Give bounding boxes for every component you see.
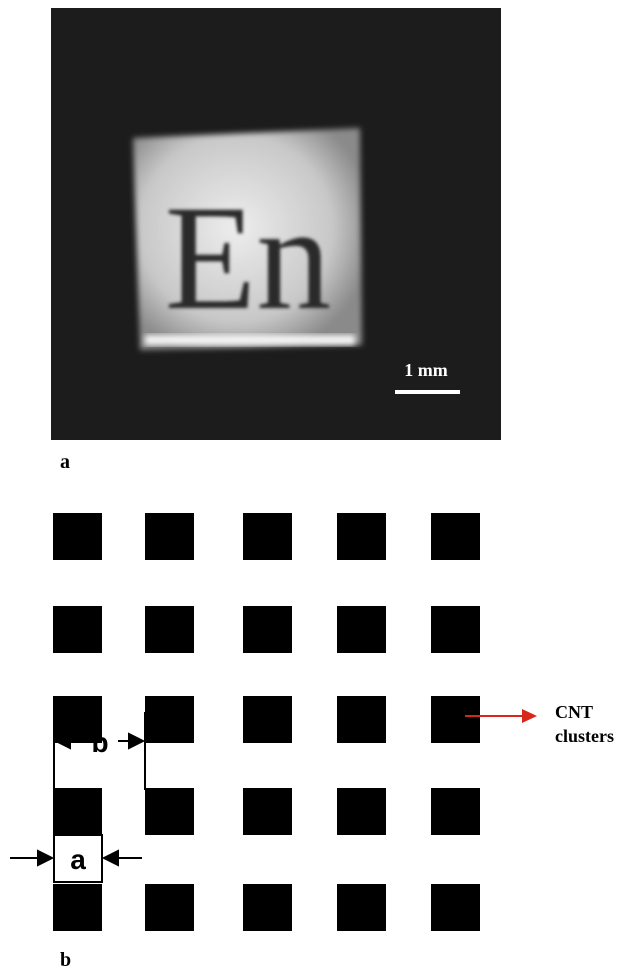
cnt-cluster (431, 606, 480, 653)
dimension-label: b (91, 727, 108, 758)
annotation: CNT (555, 702, 593, 722)
cnt-cluster (145, 788, 194, 835)
cnt-cluster (431, 788, 480, 835)
annotation: clusters (555, 726, 614, 746)
cnt-cluster (145, 606, 194, 653)
panel-label: a (60, 451, 70, 473)
figure: En 1 mm a b a CNT clusters b (0, 0, 641, 969)
cnt-cluster (337, 513, 386, 560)
cnt-cluster (431, 884, 480, 931)
cnt-cluster (243, 696, 292, 743)
cnt-cluster (337, 696, 386, 743)
scale-bar (395, 390, 460, 394)
cnt-cluster (431, 513, 480, 560)
cnt-cluster (431, 696, 480, 743)
cnt-cluster (243, 513, 292, 560)
cluster-grid (53, 513, 480, 931)
photo: En 1 mm (51, 8, 501, 440)
cnt-cluster (243, 884, 292, 931)
cnt-cluster (145, 513, 194, 560)
cnt-cluster (53, 788, 102, 835)
cnt-cluster (337, 788, 386, 835)
cnt-cluster (337, 884, 386, 931)
cnt-cluster (145, 884, 194, 931)
cnt-cluster (53, 513, 102, 560)
dimension-label: a (70, 844, 86, 875)
cnt-cluster (243, 788, 292, 835)
image-text: En (165, 175, 332, 341)
scale-bar-label: 1 mm (404, 360, 448, 380)
cnt-cluster (243, 606, 292, 653)
panel-label: b (60, 949, 71, 969)
cnt-cluster (145, 696, 194, 743)
cnt-cluster (337, 606, 386, 653)
cnt-cluster (53, 884, 102, 931)
cnt-cluster (53, 606, 102, 653)
